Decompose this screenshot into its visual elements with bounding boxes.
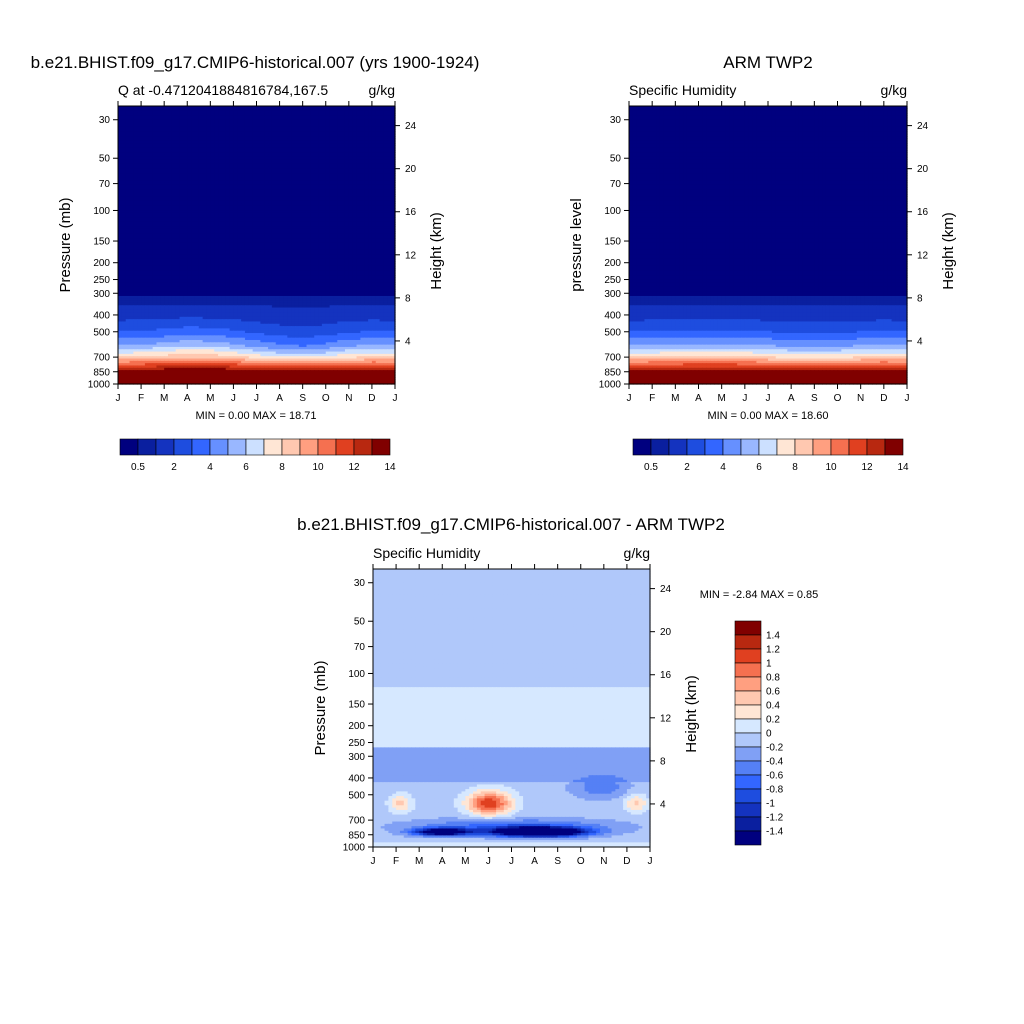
panel-subtitle-right: g/kg bbox=[369, 82, 395, 98]
panel-title: b.e21.BHIST.f09_g17.CMIP6-historical.007… bbox=[31, 53, 480, 72]
panel-model: b.e21.BHIST.f09_g17.CMIP6-historical.007… bbox=[31, 53, 480, 473]
contour-plot: J F M A M J J A S O N D J305070100150200250300400500… bbox=[57, 101, 445, 404]
panel-subtitle-left: Q at -0.4712041884816784,167.5 bbox=[118, 82, 328, 98]
